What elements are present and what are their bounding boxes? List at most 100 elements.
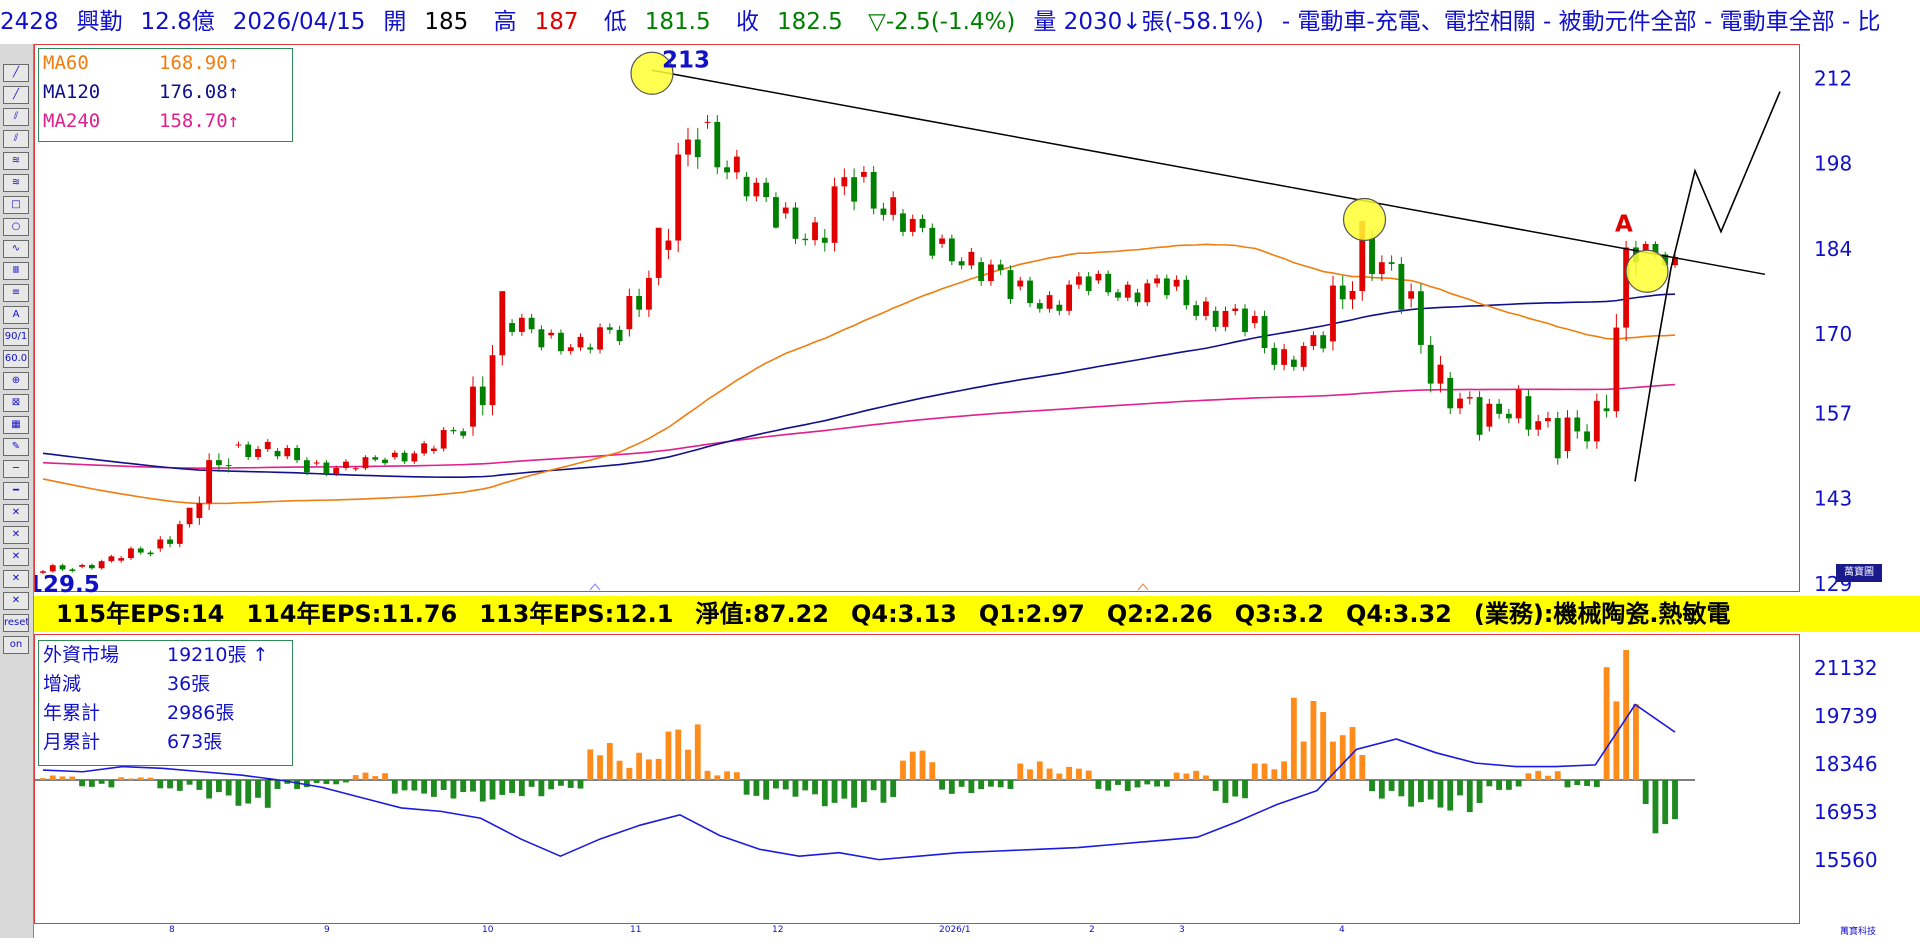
candle (1574, 410, 1581, 439)
projection-line[interactable] (1634, 91, 1781, 482)
onoff-icon[interactable]: on off (3, 636, 29, 654)
foreign-net-bar (518, 780, 525, 797)
candle (1349, 281, 1356, 310)
ma240-line (42, 383, 1676, 469)
date-label: 9 (324, 925, 330, 935)
candle (558, 329, 564, 355)
candle (372, 455, 379, 462)
paint-icon[interactable]: ✎ (3, 438, 29, 456)
foreign-row: 月累計 673張 (39, 728, 292, 757)
zoom-icon[interactable]: ⊕ (3, 372, 29, 390)
foreign-net-bar (1505, 780, 1512, 790)
foreign-net-bar (1486, 780, 1493, 787)
candle (880, 202, 887, 221)
angle-60-icon[interactable]: 60.0 (3, 350, 29, 368)
foreign-net-bar (1027, 769, 1033, 780)
candle (235, 441, 242, 448)
foreign-net-bar (1124, 780, 1131, 791)
foreign-net-bar (743, 780, 750, 795)
candle (59, 563, 66, 571)
hline-icon[interactable]: ─ (3, 460, 29, 478)
foreign-net-bar (372, 776, 379, 780)
candle (1056, 300, 1063, 316)
foreign-net-bar (782, 780, 789, 790)
angle-90-icon[interactable]: 90/1 (3, 328, 29, 346)
foreign-chart[interactable] (35, 635, 1801, 925)
candle (733, 149, 740, 180)
fib-fan-icon[interactable]: ≋ (3, 174, 29, 192)
reset-icon[interactable]: reset (3, 614, 29, 632)
delete-icon[interactable]: ✕ (3, 504, 29, 522)
text-tool-icon[interactable]: A (3, 306, 29, 324)
foreign-investor-panel[interactable] (34, 634, 1800, 924)
wave-icon[interactable]: ∿ (3, 240, 29, 258)
color-icon[interactable]: ▦ (3, 416, 29, 434)
price-chart-panel[interactable]: 213 129.5 A (34, 44, 1801, 593)
foreign-net-bar (1447, 780, 1454, 811)
foreign-net-bar (430, 780, 437, 797)
foreign-net-bar (675, 729, 682, 780)
candle (929, 223, 936, 260)
line-tool-icon[interactable]: ╱ (3, 64, 29, 82)
foreign-net-bar (479, 780, 486, 802)
thick-line-icon[interactable]: ━ (3, 482, 29, 500)
foreign-net-bar (1261, 763, 1268, 780)
business-desc: (業務):機械陶瓷.熱敏電 (1473, 600, 1731, 628)
open-label: 開 (383, 9, 407, 35)
foreign-net-bar (704, 770, 711, 780)
foreign-net-bar (616, 760, 623, 780)
candle (1447, 372, 1454, 415)
delete-box-icon[interactable]: ✕ (3, 592, 29, 610)
candle (997, 259, 1004, 276)
double-line-icon[interactable]: ⫽ (3, 108, 29, 126)
date-label: 2 (1089, 925, 1095, 935)
rect-icon[interactable]: □ (3, 196, 29, 214)
candle (773, 192, 779, 229)
foreign-net-bar (860, 780, 867, 803)
candle (645, 270, 652, 317)
candle (665, 228, 672, 260)
brand-badge: 萬寶圖 (1836, 564, 1882, 582)
delete-all-icon[interactable]: ✕ (3, 526, 29, 544)
circle-icon[interactable]: ○ (3, 218, 29, 236)
candle (1457, 392, 1463, 415)
foreign-net-bar (411, 780, 418, 791)
candle (421, 440, 428, 456)
bars-icon[interactable]: Ⅲ (3, 262, 29, 280)
quote-date: 2026/04/15 (232, 9, 366, 35)
foreign-net-bar (1242, 780, 1248, 799)
point-a-label: A (1615, 212, 1633, 238)
candle (812, 216, 818, 246)
lines-icon[interactable]: ≡ (3, 284, 29, 302)
close-label: 收 (735, 9, 759, 35)
slash-tool-icon[interactable]: ╱ (3, 86, 29, 104)
foreign-net-bar (1115, 780, 1121, 785)
parallel-icon[interactable]: ⫽ (3, 130, 29, 148)
candle (391, 450, 398, 460)
foreign-net-bar (1584, 780, 1590, 787)
eps-q4: Q4:3.32 (1345, 600, 1452, 628)
candle (489, 345, 496, 416)
fan-icon[interactable]: ≋ (3, 152, 29, 170)
delete-text-icon[interactable]: ✕ (3, 570, 29, 588)
legend-ma240: MA240 158.70↑ (39, 107, 292, 136)
foreign-net-bar (1369, 780, 1375, 792)
cross-icon[interactable]: ⊠ (3, 394, 29, 412)
candle (616, 325, 623, 345)
foreign-net-bar (255, 780, 261, 798)
foreign-net-bar (509, 780, 515, 793)
foreign-net-bar (548, 780, 555, 790)
eps-113: 113年EPS:12.1 (479, 600, 674, 628)
price-chart[interactable]: 213 129.5 A (35, 45, 1801, 593)
change-label: 增減 (43, 673, 82, 695)
foreign-net-bar (206, 780, 213, 799)
delete-line-icon[interactable]: ✕ (3, 548, 29, 566)
foreign-net-bar (382, 773, 388, 780)
foreign-net-bar (939, 780, 945, 790)
trend-line[interactable] (651, 69, 1766, 276)
foreign-net-bar (489, 780, 496, 800)
date-label: 4 (1339, 925, 1345, 935)
ma240-label: MA240 (43, 110, 101, 132)
foreign-net-bar (1212, 780, 1219, 791)
foreign-net-bar (1056, 773, 1063, 780)
